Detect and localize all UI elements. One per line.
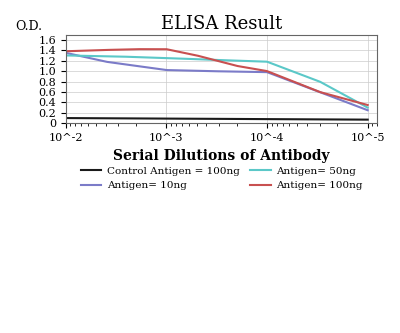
- Y-axis label: O.D.: O.D.: [15, 20, 42, 33]
- Legend: Control Antigen = 100ng, Antigen= 10ng, Antigen= 50ng, Antigen= 100ng: Control Antigen = 100ng, Antigen= 10ng, …: [76, 162, 367, 194]
- Title: ELISA Result: ELISA Result: [161, 15, 282, 33]
- X-axis label: Serial Dilutions of Antibody: Serial Dilutions of Antibody: [113, 149, 330, 163]
